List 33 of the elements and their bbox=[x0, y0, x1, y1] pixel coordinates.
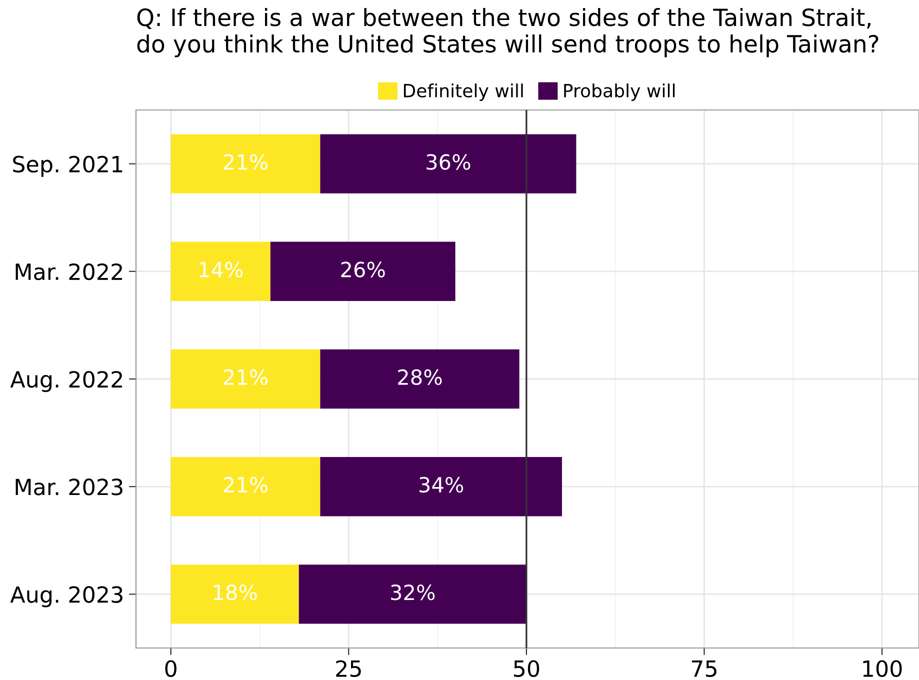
y-tick-label: Aug. 2023 bbox=[10, 586, 122, 608]
x-tick-label: 25 bbox=[336, 660, 361, 678]
data-label: 14% bbox=[200, 262, 243, 278]
data-label: 21% bbox=[224, 476, 268, 493]
y-tick-label: Mar. 2022 bbox=[16, 263, 122, 280]
data-label: 34% bbox=[420, 476, 464, 493]
bar bbox=[320, 349, 520, 409]
data-label: 26% bbox=[341, 262, 385, 278]
x-tick-label: 0 bbox=[165, 660, 176, 678]
data-label: 18% bbox=[214, 584, 257, 600]
y-tick-label: Aug. 2022 bbox=[10, 370, 122, 392]
data-label: 21% bbox=[224, 154, 268, 170]
data-label: 36% bbox=[426, 154, 470, 170]
x-tick-label: 50 bbox=[514, 660, 540, 678]
legend-label: Definitely will bbox=[404, 84, 523, 101]
data-label: 28% bbox=[398, 369, 442, 386]
bar bbox=[320, 134, 576, 194]
bar bbox=[170, 349, 320, 409]
x-tick-label: 100 bbox=[863, 660, 902, 678]
bar bbox=[298, 564, 526, 624]
bar bbox=[170, 134, 320, 194]
bar bbox=[170, 457, 320, 516]
data-label: 32% bbox=[391, 584, 435, 600]
y-tick-label: Sep. 2021 bbox=[13, 156, 122, 177]
chart-title: Q: If there is a war between the two sides of the Taiwan Strait, do you think the United States will send troops to help Taiwan? bbox=[137, 8, 878, 58]
bar bbox=[270, 242, 456, 301]
x-tick-label: 75 bbox=[692, 660, 716, 678]
legend-label: Probably will bbox=[564, 84, 675, 101]
data-label: 21% bbox=[224, 369, 268, 386]
bar bbox=[320, 457, 562, 516]
bar bbox=[170, 242, 270, 301]
bar bbox=[170, 564, 299, 624]
y-tick-label: Mar. 2023 bbox=[16, 478, 122, 496]
